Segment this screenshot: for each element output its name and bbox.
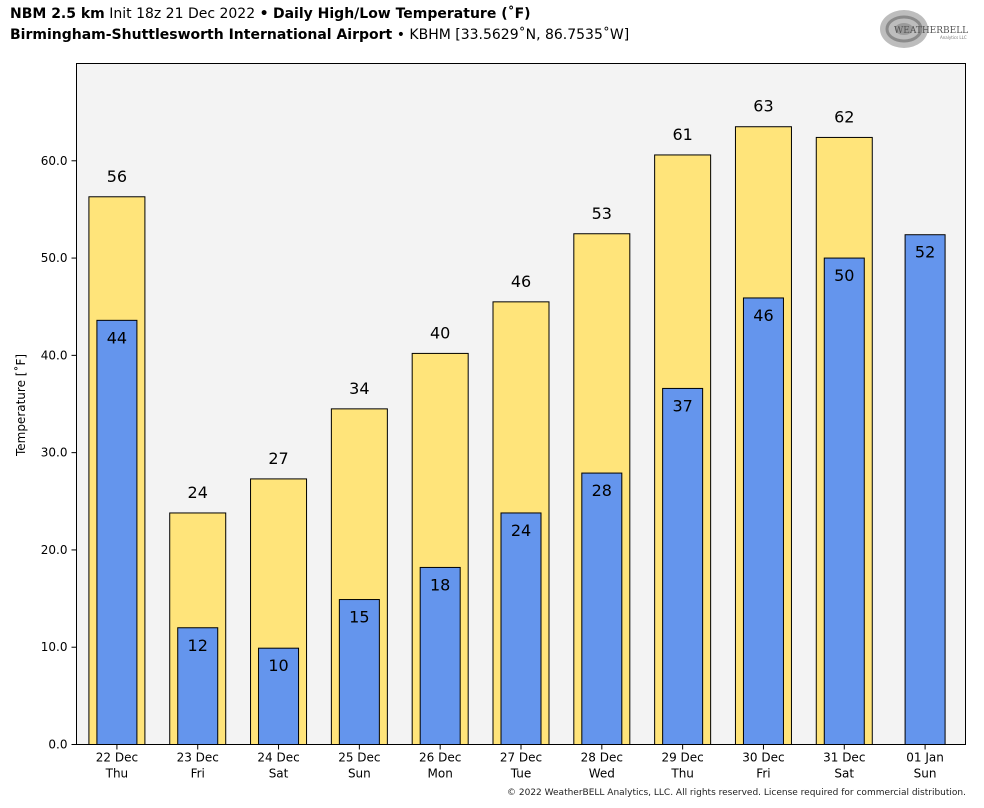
- y-tick-label: 40.0: [41, 348, 68, 362]
- low-temp-bar: [177, 627, 219, 745]
- weatherbell-logo: WEATHERBELL Analytics LLC: [880, 10, 968, 48]
- logo-text: WEATHERBELL: [894, 26, 968, 36]
- x-tick-label-day: Wed: [589, 767, 615, 781]
- x-tick-label-date: 22 Dec: [96, 751, 138, 765]
- x-axis: 22 Dec Thu 23 Dec Fri 24 Dec Sat 25 Dec Sun 26 D…: [96, 744, 944, 781]
- x-tick-label-date: 24 Dec: [257, 751, 299, 765]
- x-tick-label-date: 01 Jan: [906, 751, 944, 765]
- x-tick-label-date: 26 Dec: [419, 751, 461, 765]
- station-info: KBHM [33.5629˚N, 86.7535˚W]: [409, 27, 630, 43]
- bullet: •: [259, 6, 269, 22]
- low-temp-label: 18: [430, 575, 450, 594]
- x-tick-label-day: Tue: [510, 767, 532, 781]
- high-temp-label: 63: [753, 97, 773, 116]
- low-temp-label: 50: [834, 266, 854, 285]
- low-temp-bar: [904, 234, 946, 745]
- bullet: •: [396, 27, 405, 43]
- low-temp-label: 37: [672, 396, 692, 415]
- low-temp-bar: [258, 647, 300, 745]
- y-tick-label: 30.0: [41, 446, 68, 460]
- high-temp-label: 40: [430, 323, 450, 342]
- low-temp-bar: [338, 599, 380, 746]
- high-temp-label: 46: [511, 272, 531, 291]
- x-tick-label-day: Sat: [269, 767, 289, 781]
- low-temp-bar: [96, 319, 138, 745]
- y-axis-label: Temperature [˚F]: [13, 354, 28, 457]
- high-temp-label: 62: [834, 107, 854, 126]
- high-temp-label: 24: [188, 483, 208, 502]
- x-tick-label-day: Thu: [105, 767, 129, 781]
- x-tick-label-date: 31 Dec: [823, 751, 865, 765]
- y-tick-label: 20.0: [41, 543, 68, 557]
- y-tick-label: 60.0: [41, 154, 68, 168]
- station-name: Birmingham-Shuttlesworth International A…: [10, 27, 393, 43]
- x-tick-label-day: Fri: [756, 767, 770, 781]
- x-tick-label-day: Mon: [428, 767, 453, 781]
- y-axis: 0.0 10.0 20.0 30.0 40.0 50.0 60.0: [41, 154, 77, 752]
- high-temp-label: 56: [107, 167, 127, 186]
- low-temp-label: 28: [592, 481, 612, 500]
- low-temp-bar: [823, 257, 865, 745]
- chart-title-line-1: NBM 2.5 km Init 18z 21 Dec 2022 • Daily …: [10, 6, 531, 22]
- low-temp-label: 12: [188, 636, 208, 655]
- x-tick-label-day: Fri: [191, 767, 205, 781]
- low-temp-label: 10: [268, 656, 288, 675]
- y-tick-label: 50.0: [41, 251, 68, 265]
- x-tick-label-day: Sat: [834, 767, 854, 781]
- product-name: Daily High/Low Temperature (˚F): [272, 6, 531, 22]
- x-tick-label-date: 28 Dec: [581, 751, 623, 765]
- low-temp-label: 44: [107, 328, 127, 347]
- logo-subtext: Analytics LLC: [940, 35, 967, 40]
- low-temp-label: 52: [915, 243, 935, 262]
- low-temp-bar: [742, 297, 784, 745]
- model-name: NBM 2.5 km: [10, 6, 105, 22]
- low-temp-bar: [581, 472, 623, 745]
- x-tick-label-day: Thu: [670, 767, 694, 781]
- high-temp-label: 61: [672, 125, 692, 144]
- x-tick-label-date: 25 Dec: [338, 751, 380, 765]
- low-temp-label: 15: [349, 608, 369, 627]
- x-tick-label-day: Sun: [348, 767, 371, 781]
- x-tick-label-date: 29 Dec: [661, 751, 703, 765]
- low-temp-bar: [662, 387, 704, 745]
- x-tick-label-date: 27 Dec: [500, 751, 542, 765]
- init-time: Init 18z 21 Dec 2022: [109, 6, 256, 22]
- y-tick-label: 10.0: [41, 640, 68, 654]
- low-temp-bar: [500, 512, 542, 746]
- value-labels: 56 24 27 34 40 46 53 61 63 62 44 12 10 15 18 24 28 37 46 50…: [107, 97, 936, 675]
- x-tick-label-date: 23 Dec: [177, 751, 219, 765]
- x-tick-label-day: Sun: [914, 767, 937, 781]
- chart-title-line-2: Birmingham-Shuttlesworth International A…: [10, 27, 629, 43]
- low-temp-label: 24: [511, 521, 531, 540]
- low-temp-bar: [419, 566, 461, 745]
- x-tick-label-date: 30 Dec: [742, 751, 784, 765]
- copyright-notice: © 2022 WeatherBELL Analytics, LLC. All r…: [507, 788, 966, 798]
- high-temp-label: 27: [268, 449, 288, 468]
- y-tick-label: 0.0: [48, 738, 67, 752]
- bars: [88, 126, 946, 746]
- high-temp-label: 53: [592, 204, 612, 223]
- low-temp-label: 46: [753, 306, 773, 325]
- high-temp-label: 34: [349, 379, 369, 398]
